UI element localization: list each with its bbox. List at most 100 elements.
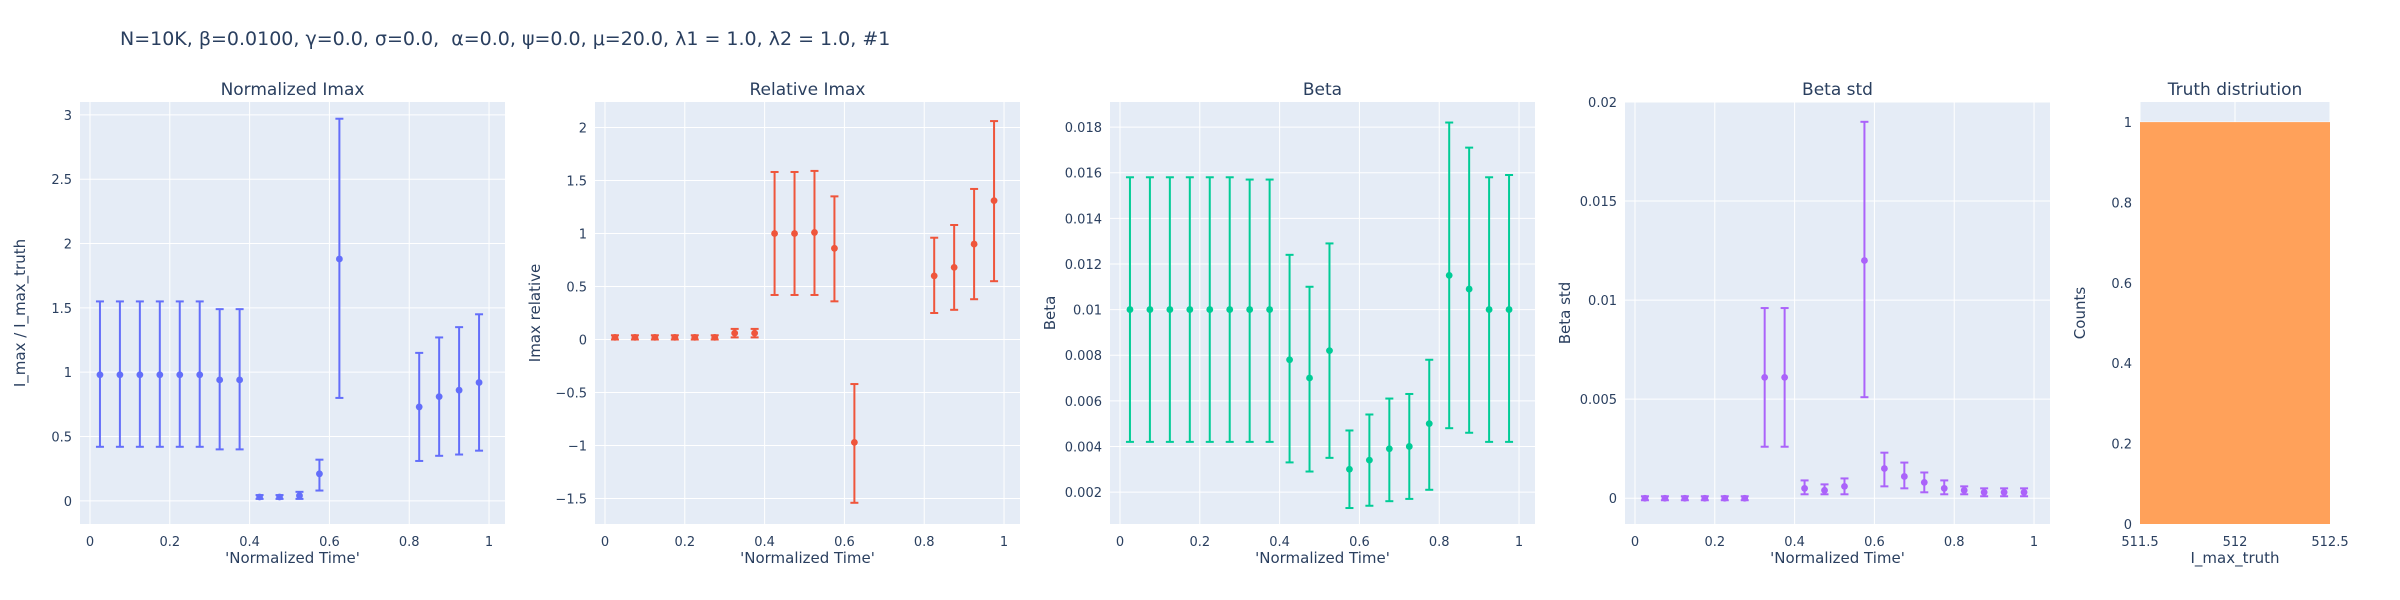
data-point bbox=[1721, 494, 1729, 502]
y-tick-label: 0.01 bbox=[1588, 294, 1617, 309]
x-tick-label: 511.5 bbox=[2121, 535, 2158, 550]
data-point bbox=[1821, 486, 1828, 494]
y-tick-label: 1 bbox=[2124, 116, 2132, 131]
x-tick-label: 1 bbox=[2030, 535, 2038, 550]
x-tick-label: 0 bbox=[1631, 535, 1639, 550]
data-point bbox=[176, 371, 184, 379]
chart-panel-1: 0 0.2 0.4 0.6 0.8 1 0 0.5 1 1.5 2 2.5 3 Normalized Im… bbox=[11, 80, 505, 567]
data-point bbox=[1920, 478, 1928, 486]
data-point bbox=[1286, 356, 1293, 364]
plot-background bbox=[1625, 102, 2050, 524]
data-point bbox=[1900, 473, 1908, 480]
x-tick-label: 512.5 bbox=[2311, 535, 2348, 550]
data-point bbox=[1166, 306, 1174, 313]
plot-background bbox=[80, 102, 505, 524]
data-point bbox=[1980, 488, 1988, 496]
data-point bbox=[831, 244, 838, 252]
data-point bbox=[1425, 420, 1433, 428]
y-tick-label: 0.5 bbox=[51, 431, 72, 446]
x-tick-label: 0.8 bbox=[399, 535, 420, 550]
y-axis-label: Beta bbox=[1041, 296, 1059, 331]
data-point bbox=[116, 371, 124, 379]
data-point bbox=[611, 333, 619, 341]
x-tick-label: 0.2 bbox=[1189, 535, 1210, 550]
data-point bbox=[771, 230, 778, 237]
y-tick-label: −0.5 bbox=[555, 387, 587, 402]
y-tick-label: 2.5 bbox=[51, 173, 72, 188]
chart-panel-2: 0 0.2 0.4 0.6 0.8 1 −1.5 −1 −0.5 0 0.5 1 1.5 2 Relativ… bbox=[526, 80, 1020, 567]
data-point bbox=[1681, 494, 1689, 502]
x-tick-label: 1 bbox=[1515, 535, 1523, 550]
y-tick-label: 0 bbox=[1609, 492, 1617, 507]
y-tick-label: 1.5 bbox=[51, 302, 72, 317]
data-point bbox=[671, 333, 679, 341]
y-tick-label: 0.02 bbox=[1588, 96, 1617, 111]
data-point bbox=[216, 376, 224, 384]
data-point bbox=[990, 197, 998, 205]
y-tick-label: 0.008 bbox=[1065, 349, 1102, 364]
y-tick-label: 2 bbox=[64, 238, 72, 253]
y-tick-label: 0.8 bbox=[2111, 196, 2132, 211]
x-tick-label: 0.6 bbox=[834, 535, 855, 550]
x-tick-label: 1 bbox=[1000, 535, 1008, 550]
data-point bbox=[236, 376, 244, 384]
x-tick-label: 0.4 bbox=[1269, 535, 1290, 550]
data-point bbox=[1445, 271, 1453, 279]
data-point bbox=[1146, 306, 1154, 313]
data-point bbox=[1841, 482, 1848, 490]
data-point bbox=[1306, 374, 1313, 382]
y-tick-label: 0.014 bbox=[1065, 212, 1102, 227]
data-point bbox=[1940, 484, 1948, 492]
chart-panel-4: 0 0.2 0.4 0.6 0.8 1 0 0.005 0.01 0.015 0.02 Beta st… bbox=[1556, 80, 2050, 567]
data-point bbox=[1246, 306, 1254, 313]
plot-background bbox=[595, 102, 1020, 524]
data-point bbox=[2020, 488, 2028, 496]
data-point bbox=[1505, 306, 1513, 313]
data-point bbox=[791, 230, 798, 237]
y-axis-label: Beta std bbox=[1556, 282, 1574, 345]
data-point bbox=[1266, 306, 1274, 313]
panel-title: Relative Imax bbox=[749, 80, 865, 100]
y-tick-label: −1 bbox=[568, 440, 587, 455]
data-point bbox=[455, 386, 463, 394]
y-tick-label: 0.5 bbox=[566, 280, 587, 295]
data-point bbox=[156, 371, 164, 379]
data-point bbox=[1385, 445, 1393, 453]
data-point bbox=[751, 329, 759, 337]
x-tick-label: 0.4 bbox=[1784, 535, 1805, 550]
data-point bbox=[1701, 494, 1709, 502]
y-tick-label: 1.5 bbox=[566, 174, 587, 189]
x-tick-label: 0.8 bbox=[1944, 535, 1965, 550]
y-tick-label: 0.002 bbox=[1065, 486, 1102, 501]
data-point bbox=[2000, 488, 2008, 496]
data-point bbox=[1126, 306, 1134, 313]
x-axis-label: I_max_truth bbox=[2190, 549, 2279, 568]
y-tick-label: 1 bbox=[64, 366, 72, 381]
data-point bbox=[711, 333, 719, 341]
data-point bbox=[1741, 494, 1749, 502]
data-point bbox=[1960, 486, 1968, 494]
y-tick-label: −1.5 bbox=[555, 493, 587, 508]
data-point bbox=[96, 371, 104, 379]
data-point bbox=[1346, 465, 1353, 473]
data-point bbox=[316, 470, 323, 478]
y-tick-label: 0.4 bbox=[2111, 357, 2132, 372]
y-tick-label: 0.01 bbox=[1073, 304, 1102, 319]
x-tick-label: 512 bbox=[2223, 535, 2248, 550]
x-tick-label: 0.6 bbox=[319, 535, 340, 550]
data-point bbox=[850, 438, 858, 446]
data-point bbox=[1781, 373, 1789, 381]
data-point bbox=[651, 333, 659, 341]
y-tick-label: 0 bbox=[579, 334, 587, 349]
y-tick-label: 0.005 bbox=[1580, 393, 1617, 408]
panel-title: Truth distriution bbox=[2167, 80, 2303, 100]
data-point bbox=[256, 493, 263, 501]
data-point bbox=[335, 255, 343, 263]
panel-title: Beta std bbox=[1802, 80, 1873, 100]
data-point bbox=[691, 333, 699, 341]
x-tick-label: 0 bbox=[601, 535, 609, 550]
data-point bbox=[631, 333, 639, 341]
y-tick-label: 0.006 bbox=[1065, 395, 1102, 410]
x-tick-label: 0 bbox=[1116, 535, 1124, 550]
